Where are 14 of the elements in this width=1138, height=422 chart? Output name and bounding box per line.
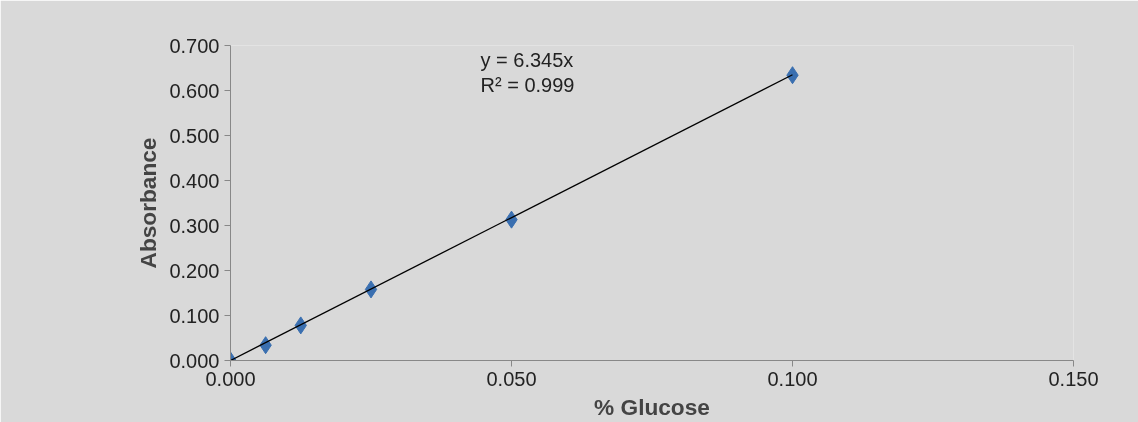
- y-tick-label: 0.500: [169, 124, 220, 147]
- x-tick-label: 0.050: [486, 367, 537, 390]
- x-axis-title: % Glucose: [594, 393, 710, 420]
- y-tick-label: 0.400: [169, 169, 220, 192]
- annotation: R² = 0.999: [480, 73, 575, 96]
- y-tick-label: 0.300: [169, 214, 220, 237]
- y-tick-label: 0.700: [169, 34, 220, 57]
- y-tick-label: 0.600: [169, 79, 220, 102]
- y-tick-label: 0.100: [169, 304, 220, 327]
- y-tick-label: 0.200: [169, 259, 220, 282]
- y-axis-title: Absorbance: [135, 137, 162, 269]
- annotation: y = 6.345x: [480, 48, 574, 71]
- x-tick-label: 0.150: [1048, 367, 1099, 390]
- x-tick-label: 0.100: [767, 367, 818, 390]
